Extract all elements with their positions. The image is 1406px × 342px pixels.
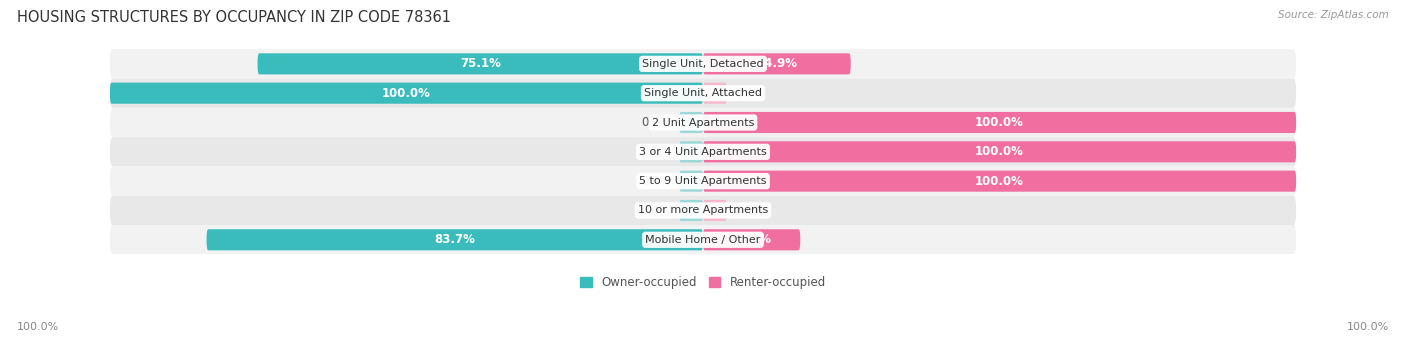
FancyBboxPatch shape bbox=[679, 171, 703, 192]
FancyBboxPatch shape bbox=[207, 229, 703, 250]
FancyBboxPatch shape bbox=[110, 196, 1296, 225]
Text: 24.9%: 24.9% bbox=[756, 57, 797, 70]
Text: 100.0%: 100.0% bbox=[382, 87, 430, 100]
Text: 0.0%: 0.0% bbox=[641, 145, 671, 158]
Text: 3 or 4 Unit Apartments: 3 or 4 Unit Apartments bbox=[640, 147, 766, 157]
FancyBboxPatch shape bbox=[703, 171, 1296, 192]
FancyBboxPatch shape bbox=[703, 229, 800, 250]
Text: 10 or more Apartments: 10 or more Apartments bbox=[638, 206, 768, 215]
FancyBboxPatch shape bbox=[703, 53, 851, 75]
FancyBboxPatch shape bbox=[679, 200, 703, 221]
Text: 0.0%: 0.0% bbox=[735, 87, 765, 100]
Text: 0.0%: 0.0% bbox=[641, 116, 671, 129]
FancyBboxPatch shape bbox=[110, 167, 1296, 196]
FancyBboxPatch shape bbox=[703, 83, 727, 104]
FancyBboxPatch shape bbox=[110, 83, 703, 104]
Text: 0.0%: 0.0% bbox=[641, 204, 671, 217]
Text: 100.0%: 100.0% bbox=[976, 175, 1024, 188]
Text: 0.0%: 0.0% bbox=[735, 204, 765, 217]
FancyBboxPatch shape bbox=[110, 225, 1296, 254]
Text: 75.1%: 75.1% bbox=[460, 57, 501, 70]
Text: 100.0%: 100.0% bbox=[976, 145, 1024, 158]
Text: 83.7%: 83.7% bbox=[434, 233, 475, 246]
FancyBboxPatch shape bbox=[703, 112, 1296, 133]
Text: 100.0%: 100.0% bbox=[17, 322, 59, 332]
FancyBboxPatch shape bbox=[110, 137, 1296, 167]
Text: Mobile Home / Other: Mobile Home / Other bbox=[645, 235, 761, 245]
FancyBboxPatch shape bbox=[110, 108, 1296, 137]
Text: 100.0%: 100.0% bbox=[976, 116, 1024, 129]
Legend: Owner-occupied, Renter-occupied: Owner-occupied, Renter-occupied bbox=[575, 271, 831, 294]
Text: Single Unit, Attached: Single Unit, Attached bbox=[644, 88, 762, 98]
Text: 5 to 9 Unit Apartments: 5 to 9 Unit Apartments bbox=[640, 176, 766, 186]
FancyBboxPatch shape bbox=[703, 200, 727, 221]
Text: 2 Unit Apartments: 2 Unit Apartments bbox=[652, 118, 754, 128]
Text: HOUSING STRUCTURES BY OCCUPANCY IN ZIP CODE 78361: HOUSING STRUCTURES BY OCCUPANCY IN ZIP C… bbox=[17, 10, 451, 25]
Text: Single Unit, Detached: Single Unit, Detached bbox=[643, 59, 763, 69]
FancyBboxPatch shape bbox=[679, 112, 703, 133]
FancyBboxPatch shape bbox=[257, 53, 703, 75]
FancyBboxPatch shape bbox=[110, 49, 1296, 79]
FancyBboxPatch shape bbox=[110, 79, 1296, 108]
FancyBboxPatch shape bbox=[703, 141, 1296, 162]
FancyBboxPatch shape bbox=[679, 141, 703, 162]
Text: Source: ZipAtlas.com: Source: ZipAtlas.com bbox=[1278, 10, 1389, 20]
Text: 0.0%: 0.0% bbox=[641, 175, 671, 188]
Text: 100.0%: 100.0% bbox=[1347, 322, 1389, 332]
Text: 16.4%: 16.4% bbox=[731, 233, 772, 246]
